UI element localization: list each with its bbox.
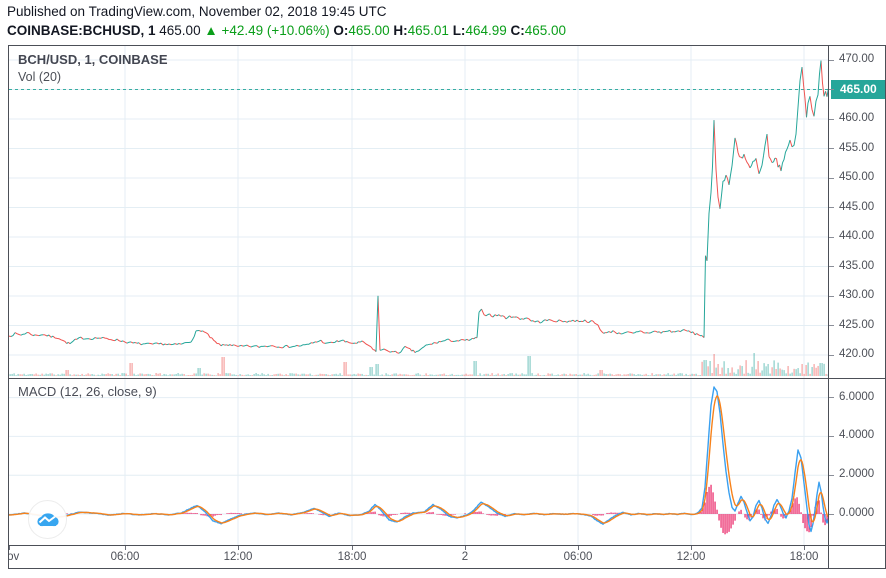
price-axis-label: 435.00 [839,259,875,272]
price-axis-tick-mark [829,325,834,326]
time-axis-label: 2 [461,551,469,563]
price-axis-tick-mark [829,266,834,267]
price-axis-label: 450.00 [839,171,875,183]
macd-axis-tick-mark [829,397,834,399]
price-chart-canvas[interactable] [9,46,828,378]
price-axis-label: 445.00 [839,200,875,213]
price-axis-tick-mark [829,118,834,120]
time-axis-tick-mark [9,546,10,550]
macd-legend: MACD (12, 26, close, 9) [18,384,157,399]
volume-indicator-legend: Vol (20) [18,70,62,84]
published-line: Published on TradingView.com, November 0… [7,4,387,19]
macd-axis-label: 4.0000 [839,429,875,442]
header: Published on TradingView.com, November 0… [7,3,566,40]
price-axis-tick-mark [829,177,834,179]
ohlc-label: O: [333,23,349,38]
price-axis-label: 460.00 [839,112,875,124]
time-axis-label: 06:00 [563,551,593,563]
macd-pane[interactable]: MACD (12, 26, close, 9) [9,379,828,546]
time-axis-label: 18:00 [337,551,367,563]
time-axis-label: 12:00 [676,551,706,563]
price-axis-tick-mark [829,236,834,238]
macd-chart-canvas[interactable] [9,379,828,545]
last-price: 465.00 [159,23,201,38]
price-axis-label: 430.00 [839,289,875,301]
price-axis-label: 425.00 [839,318,875,331]
price-change: +42.49 (+10.06%) [221,23,330,38]
ohlc-label: H: [389,23,408,38]
time-axis-tick-mark [577,546,579,550]
time-axis-label: 06:00 [110,551,140,563]
ohlc-value: 465.00 [524,23,567,38]
axes-column: 465.00 470.00 460.00 455.00 450.00 445.00 440… [829,46,885,568]
tradingview-logo[interactable] [28,500,67,539]
price-axis-tick-mark [829,295,834,297]
price-axis[interactable]: 465.00 470.00 460.00 455.00 450.00 445.00 440… [829,46,885,379]
tradingview-cloud-icon [36,513,59,527]
price-axis-tick-mark [829,59,834,61]
price-pane-legend-title: BCH/USD, 1, COINBASE [18,52,168,67]
price-axis-tick-mark [829,89,834,90]
time-axis-tick-mark [803,546,805,550]
price-axis-label: 470.00 [839,53,875,65]
up-arrow-icon: ▲ [204,23,218,38]
chart-panes-column: BCH/USD, 1, COINBASE Vol (20) MACD (12, … [9,46,829,568]
time-axis-tick-mark [464,546,466,550]
time-axis-label: 18:00 [789,551,819,563]
time-axis-tick-mark [124,546,126,550]
price-axis-label: 455.00 [839,141,875,154]
ohlc-label: L: [448,23,466,38]
ohlc-values: O:465.00 H:465.01 L:464.99 C:465.00 [333,23,566,38]
price-pane[interactable]: BCH/USD, 1, COINBASE Vol (20) [9,46,828,379]
time-axis-tick-mark [690,546,692,550]
time-axis-label: 12:00 [223,551,253,563]
macd-axis-tick-mark [829,435,834,437]
time-axis-tick-mark [237,546,239,550]
time-axis-label: Nov [9,551,20,563]
axis-bottom-spacer [829,546,885,568]
macd-axis-tick-mark [829,513,834,515]
price-axis-tick-mark [829,354,834,356]
chart-frame: BCH/USD, 1, COINBASE Vol (20) MACD (12, … [8,45,886,569]
price-axis-label: 420.00 [839,348,875,360]
macd-axis-label: 6.0000 [839,390,875,403]
time-axis-tick-mark [351,546,353,550]
ohlc-value: 465.01 [407,23,449,38]
last-price-badge: 465.00 [831,80,885,99]
macd-axis[interactable]: 6.0000 4.0000 2.0000 0.0000 [829,379,885,546]
price-axis-tick-mark [829,207,834,208]
price-axis-tick-mark [829,148,834,149]
symbol-line: COINBASE:BCHUSD, 1 465.00 ▲ +42.49 (+10.… [7,22,566,40]
price-axis-label: 440.00 [839,230,875,242]
ohlc-value: 465.00 [348,23,390,38]
ohlc-label: C: [506,23,525,38]
symbol-name: COINBASE:BCHUSD, 1 [7,23,156,38]
ohlc-value: 464.99 [465,23,507,38]
macd-axis-label: 2.0000 [839,468,875,481]
macd-axis-label: 0.0000 [839,507,875,519]
time-axis[interactable]: Nov 06:00 12:00 18:00 2 06:00 12:00 18:00 [9,546,828,568]
macd-axis-tick-mark [829,474,834,476]
